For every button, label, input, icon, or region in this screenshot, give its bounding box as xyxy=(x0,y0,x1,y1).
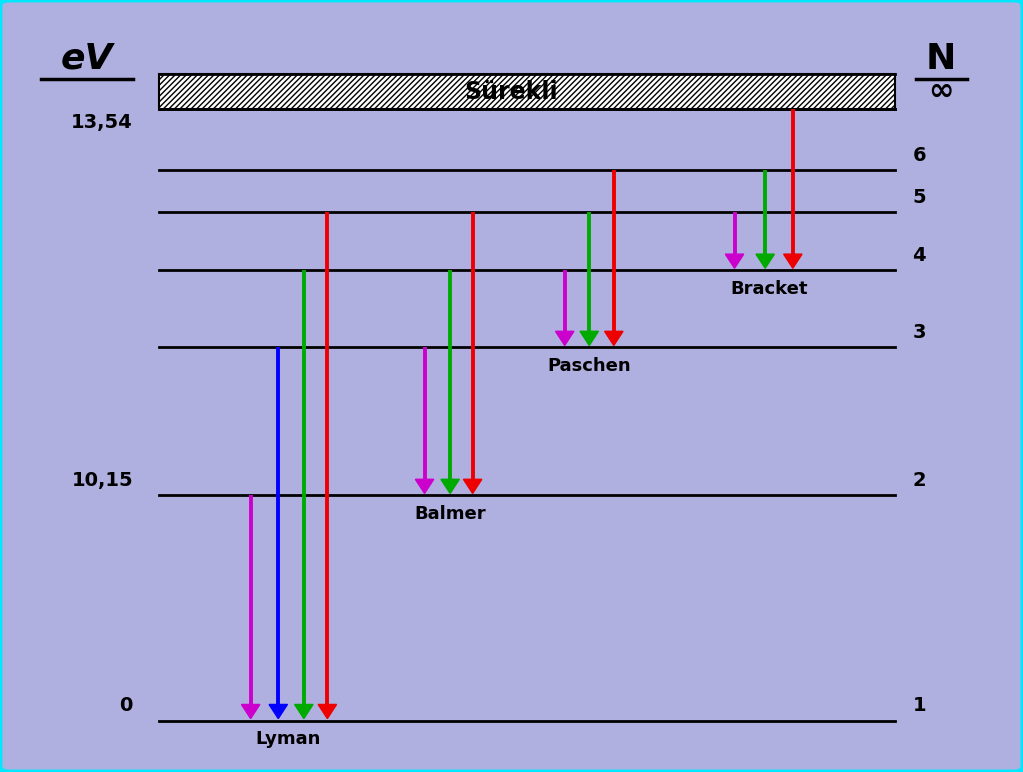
Text: Bracket: Bracket xyxy=(730,280,808,298)
FancyArrow shape xyxy=(441,479,459,493)
Text: Lyman: Lyman xyxy=(256,730,321,748)
FancyArrow shape xyxy=(241,704,260,719)
FancyArrow shape xyxy=(555,331,574,346)
Text: eV: eV xyxy=(60,42,114,76)
FancyArrow shape xyxy=(269,704,287,719)
Text: 3: 3 xyxy=(913,323,926,342)
Text: 2: 2 xyxy=(913,471,926,490)
Text: 5: 5 xyxy=(913,188,926,207)
Bar xyxy=(159,74,895,110)
Text: Balmer: Balmer xyxy=(414,505,486,523)
Text: 4: 4 xyxy=(913,246,926,265)
Text: 13,54: 13,54 xyxy=(72,113,133,131)
FancyArrow shape xyxy=(784,254,802,268)
FancyArrow shape xyxy=(415,479,434,493)
Text: 10,15: 10,15 xyxy=(72,471,133,490)
Text: 1: 1 xyxy=(913,696,926,716)
Text: 0: 0 xyxy=(120,696,133,716)
Text: 6: 6 xyxy=(913,147,926,165)
FancyArrow shape xyxy=(295,704,313,719)
Text: ∞: ∞ xyxy=(929,77,953,106)
Text: Sürekli: Sürekli xyxy=(464,80,559,103)
FancyArrow shape xyxy=(725,254,744,268)
FancyArrow shape xyxy=(605,331,623,346)
FancyArrow shape xyxy=(463,479,482,493)
FancyArrow shape xyxy=(580,331,598,346)
Text: N: N xyxy=(926,42,957,76)
FancyArrow shape xyxy=(756,254,774,268)
FancyArrow shape xyxy=(318,704,337,719)
Text: Paschen: Paschen xyxy=(547,357,631,375)
